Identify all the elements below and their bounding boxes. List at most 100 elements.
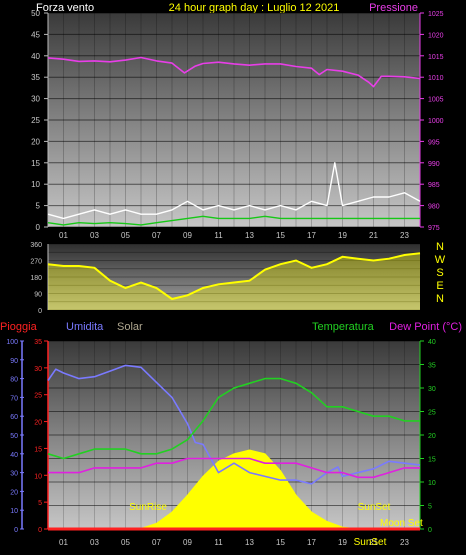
series-temperatura: [47, 377, 420, 460]
hour-tick-label: 13: [245, 231, 254, 240]
tick-label-pressure: 990: [428, 161, 440, 168]
tick-label-temperature: 20: [428, 433, 436, 440]
tick-label-temperature: 10: [428, 480, 436, 487]
tick-label-wind: 25: [31, 116, 40, 125]
tick-label-direction: 360: [30, 242, 42, 249]
hour-tick-label: 21: [369, 538, 378, 547]
tick-label-rain: 10: [34, 473, 42, 480]
tick-label-pressure: 1015: [428, 54, 444, 61]
hour-tick-label: 01: [59, 538, 68, 547]
hour-tick-label: 23: [400, 538, 409, 547]
wind-direction-grid: [48, 243, 420, 311]
wind-direction-panel: [48, 244, 420, 310]
tick-label-pressure: 1010: [428, 75, 444, 82]
tick-label-pressure: 1025: [428, 11, 444, 18]
hour-tick-label: 17: [307, 538, 316, 547]
hour-tick-label: 19: [338, 538, 347, 547]
sunrise-label: SunRise: [129, 502, 167, 513]
series-direction: [47, 252, 421, 301]
pressure-axis-label: Pressione: [369, 2, 418, 14]
hour-tick-label: 07: [152, 231, 161, 240]
tick-label-temperature: 40: [428, 339, 436, 346]
hour-tick-label: 01: [59, 231, 68, 240]
dew-point-axis-label: Dew Point (°C): [389, 321, 462, 333]
hour-tick-label: 13: [245, 538, 254, 547]
tick-label-pressure: 985: [428, 182, 440, 189]
hour-tick-label: 23: [400, 231, 409, 240]
series-direction-area: [48, 253, 420, 310]
hour-tick-label: 03: [90, 538, 99, 547]
tick-label-pressure: 1000: [428, 118, 444, 125]
compass-label: S: [436, 267, 443, 279]
tick-label-direction: 90: [34, 292, 42, 299]
page-title: 24 hour graph day : Luglio 12 2021: [169, 2, 340, 14]
tick-label-direction: 270: [30, 259, 42, 266]
rain-axis-label: Pioggia: [0, 321, 38, 333]
tick-label-humidity: 20: [10, 489, 18, 496]
hour-tick-label: 11: [214, 538, 223, 547]
tick-label-temperature: 0: [428, 527, 432, 534]
tick-label-humidity: 30: [10, 471, 18, 478]
tick-label-wind: 50: [31, 9, 40, 18]
tick-label-wind: 5: [36, 202, 41, 211]
compass-label: W: [435, 254, 446, 266]
series-raffica: [47, 215, 420, 226]
hour-tick-label: 15: [276, 231, 285, 240]
temperature-humidity-series: [47, 364, 421, 531]
tick-label-humidity: 60: [10, 414, 18, 421]
hour-tick-label: 03: [90, 231, 99, 240]
sunset-label: SunSet: [358, 502, 391, 513]
tick-label-humidity: 90: [10, 358, 18, 365]
moon-set-label: Moon Set: [380, 518, 423, 529]
tick-label-wind: 40: [31, 52, 40, 61]
tick-label-humidity: 10: [10, 508, 18, 515]
tick-label-rain: 15: [34, 446, 42, 453]
tick-label-rain: 20: [34, 420, 42, 427]
tick-label-pressure: 975: [428, 225, 440, 232]
hour-tick-label: 09: [183, 231, 192, 240]
tick-label-rain: 30: [34, 366, 42, 373]
tick-label-direction: 180: [30, 275, 42, 282]
tick-label-humidity: 70: [10, 395, 18, 402]
wind-pressure-grid: [48, 12, 420, 228]
tick-label-wind: 20: [31, 137, 40, 146]
hour-tick-label: 21: [369, 231, 378, 240]
wind-direction-axis: 0 90 180 270 360: [30, 242, 49, 315]
hour-tick-label: 17: [307, 231, 316, 240]
tick-label-wind: 10: [31, 180, 40, 189]
tick-label-temperature: 35: [428, 363, 436, 370]
sunset-label-bottom: SunSet: [354, 537, 387, 548]
hour-tick-label: 19: [338, 231, 347, 240]
hour-axis-bottom: 01 03 05 07 09 11 13 15 17 19 21 23: [59, 538, 409, 547]
solar-axis-label: Solar: [117, 321, 143, 333]
tick-label-wind: 30: [31, 95, 40, 104]
tick-label-temperature: 5: [428, 504, 432, 511]
tick-label-temperature: 15: [428, 457, 436, 464]
tick-label-humidity: 100: [6, 339, 18, 346]
tick-label-wind: 35: [31, 73, 40, 82]
hour-tick-label: 15: [276, 538, 285, 547]
hour-tick-label: 09: [183, 538, 192, 547]
compass-label: N: [436, 241, 444, 253]
wind-pressure-axes: 0510152025303540455097598098599099510001…: [31, 9, 444, 232]
tick-label-wind: 0: [36, 223, 41, 232]
hour-tick-label: 07: [152, 538, 161, 547]
tick-label-temperature: 25: [428, 410, 436, 417]
temperature-humidity-axes: 0 5 10 15 20 25 30 35 40 0 10 20 30 40 50 60 70 80 90 100 0 5…: [6, 339, 436, 534]
series-dew-point-c: [48, 457, 420, 479]
tick-label-pressure: 1020: [428, 32, 444, 39]
tick-label-wind: 15: [31, 159, 40, 168]
tick-label-pressure: 1005: [428, 97, 444, 104]
tick-label-humidity: 50: [10, 433, 18, 440]
temperature-axis-label: Temperatura: [312, 321, 375, 333]
tick-label-rain: 35: [34, 339, 42, 346]
compass-label: E: [436, 280, 443, 292]
wind-pressure-series: [47, 56, 421, 226]
series-forza-vento: [47, 162, 421, 220]
compass-label: N: [436, 293, 444, 305]
hour-tick-label: 05: [121, 538, 130, 547]
hour-tick-label: 05: [121, 231, 130, 240]
